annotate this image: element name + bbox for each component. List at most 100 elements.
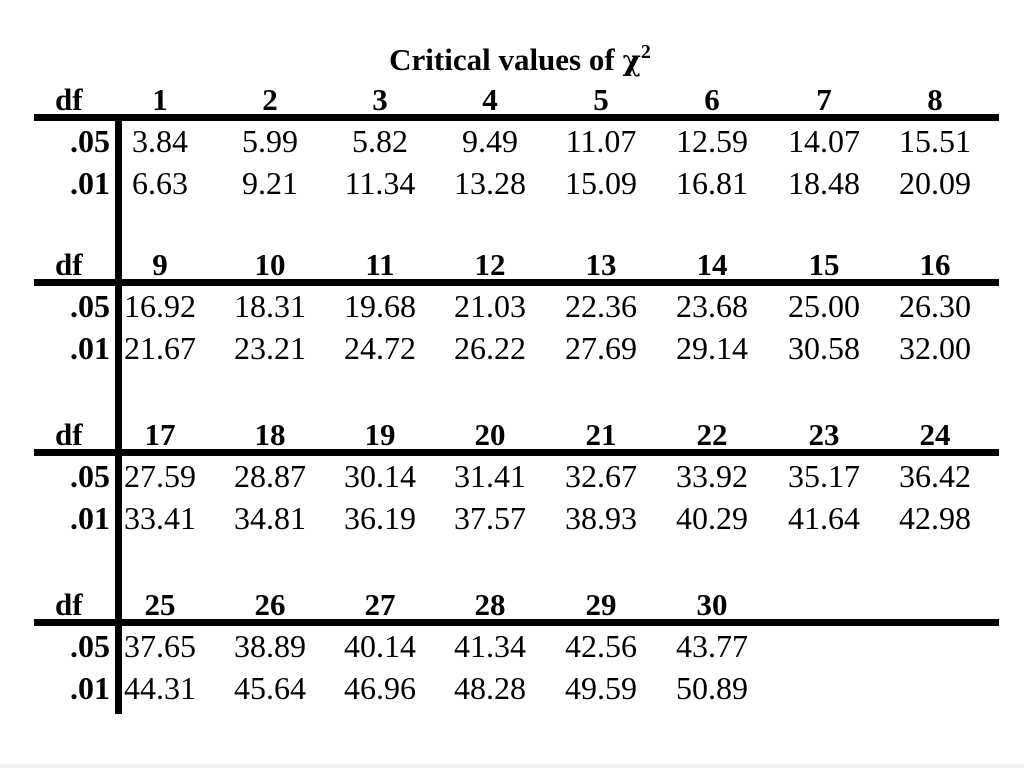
value-cell-05: 38.89: [234, 628, 306, 664]
df-header-cell: 2: [262, 82, 278, 117]
value-cell-01: 34.81: [234, 500, 306, 536]
df-header-cell: 1: [152, 82, 168, 117]
footer-strip: [0, 764, 1024, 768]
value-cell-05: 32.67: [565, 458, 637, 494]
value-cell-01: 26.22: [454, 330, 526, 366]
value-cell-05: 11.07: [565, 123, 637, 159]
value-cell-01: 29.14: [676, 330, 748, 366]
df-header-cell: 23: [808, 417, 840, 452]
df-header-cell: 16: [919, 247, 951, 282]
df-header-cell: 30: [696, 587, 728, 622]
df-label: df: [55, 82, 83, 117]
value-cell-01: 41.64: [788, 500, 860, 536]
df-header-cell: 4: [482, 82, 498, 117]
df-header-cell: 29: [585, 587, 617, 622]
value-cell-01: 18.48: [788, 165, 860, 201]
value-cell-05: 15.51: [899, 123, 971, 159]
value-cell-05: 18.31: [234, 288, 306, 324]
header-rule: [34, 619, 999, 626]
chi-symbol: χ: [622, 44, 641, 77]
value-cell-01: 44.31: [124, 670, 196, 706]
value-cell-01: 9.21: [242, 165, 298, 201]
df-header-cell: 24: [919, 417, 951, 452]
title-text: Critical values of: [389, 42, 615, 77]
df-header-cell: 13: [585, 247, 617, 282]
value-cell-05: 26.30: [899, 288, 971, 324]
row-label-05: .05: [70, 628, 110, 664]
df-header-cell: 20: [474, 417, 506, 452]
df-header-cell: 10: [254, 247, 286, 282]
df-header-cell: 28: [474, 587, 506, 622]
df-label: df: [55, 587, 83, 622]
value-cell-01: 50.89: [676, 670, 748, 706]
df-header-cell: 15: [808, 247, 840, 282]
value-cell-01: 24.72: [344, 330, 416, 366]
value-cell-05: 37.65: [124, 628, 196, 664]
value-cell-05: 19.68: [344, 288, 416, 324]
value-cell-01: 45.64: [234, 670, 306, 706]
df-header-cell: 8: [927, 82, 943, 117]
value-cell-05: 5.99: [242, 123, 298, 159]
row-label-05: .05: [70, 458, 110, 494]
df-label: df: [55, 417, 83, 452]
df-header-cell: 14: [696, 247, 728, 282]
value-cell-01: 48.28: [454, 670, 526, 706]
value-cell-01: 27.69: [565, 330, 637, 366]
value-cell-05: 9.49: [462, 123, 518, 159]
value-cell-01: 23.21: [234, 330, 306, 366]
row-label-01: .01: [70, 670, 110, 706]
value-cell-01: 6.63: [132, 165, 188, 201]
value-cell-05: 40.14: [344, 628, 416, 664]
df-header-cell: 17: [144, 417, 176, 452]
df-header-cell: 18: [254, 417, 286, 452]
value-cell-05: 33.92: [676, 458, 748, 494]
value-cell-05: 42.56: [565, 628, 637, 664]
value-cell-01: 46.96: [344, 670, 416, 706]
value-cell-05: 28.87: [234, 458, 306, 494]
value-cell-01: 11.34: [344, 165, 416, 201]
row-label-05: .05: [70, 288, 110, 324]
row-label-01: .01: [70, 500, 110, 536]
df-header-cell: 27: [364, 587, 396, 622]
value-cell-05: 21.03: [454, 288, 526, 324]
vertical-divider: [115, 121, 122, 714]
value-cell-01: 32.00: [899, 330, 971, 366]
df-header-cell: 12: [474, 247, 506, 282]
header-rule: [34, 279, 999, 286]
df-header-cell: 21: [585, 417, 617, 452]
title-superscript: 2: [640, 41, 651, 63]
value-cell-05: 22.36: [565, 288, 637, 324]
df-header-cell: 11: [365, 247, 395, 282]
df-header-cell: 9: [152, 247, 168, 282]
value-cell-01: 40.29: [676, 500, 748, 536]
df-header-cell: 26: [254, 587, 286, 622]
table-title: Critical values of χ2: [0, 38, 1024, 83]
df-header-cell: 7: [816, 82, 832, 117]
df-label: df: [55, 247, 83, 282]
value-cell-01: 13.28: [454, 165, 526, 201]
value-cell-01: 30.58: [788, 330, 860, 366]
df-header-cell: 25: [144, 587, 176, 622]
value-cell-01: 15.09: [565, 165, 637, 201]
row-label-01: .01: [70, 330, 110, 366]
value-cell-01: 36.19: [344, 500, 416, 536]
value-cell-05: 41.34: [454, 628, 526, 664]
header-rule: [34, 449, 999, 456]
value-cell-01: 20.09: [899, 165, 971, 201]
value-cell-05: 5.82: [352, 123, 408, 159]
row-label-01: .01: [70, 165, 110, 201]
value-cell-05: 25.00: [788, 288, 860, 324]
value-cell-01: 37.57: [454, 500, 526, 536]
value-cell-05: 16.92: [124, 288, 196, 324]
value-cell-01: 16.81: [676, 165, 748, 201]
value-cell-05: 43.77: [676, 628, 748, 664]
df-header-cell: 6: [704, 82, 720, 117]
value-cell-01: 21.67: [124, 330, 196, 366]
df-header-cell: 22: [696, 417, 728, 452]
value-cell-05: 3.84: [132, 123, 188, 159]
value-cell-05: 27.59: [124, 458, 196, 494]
value-cell-01: 49.59: [565, 670, 637, 706]
header-rule: [34, 114, 999, 121]
df-header-cell: 3: [372, 82, 388, 117]
value-cell-05: 14.07: [788, 123, 860, 159]
